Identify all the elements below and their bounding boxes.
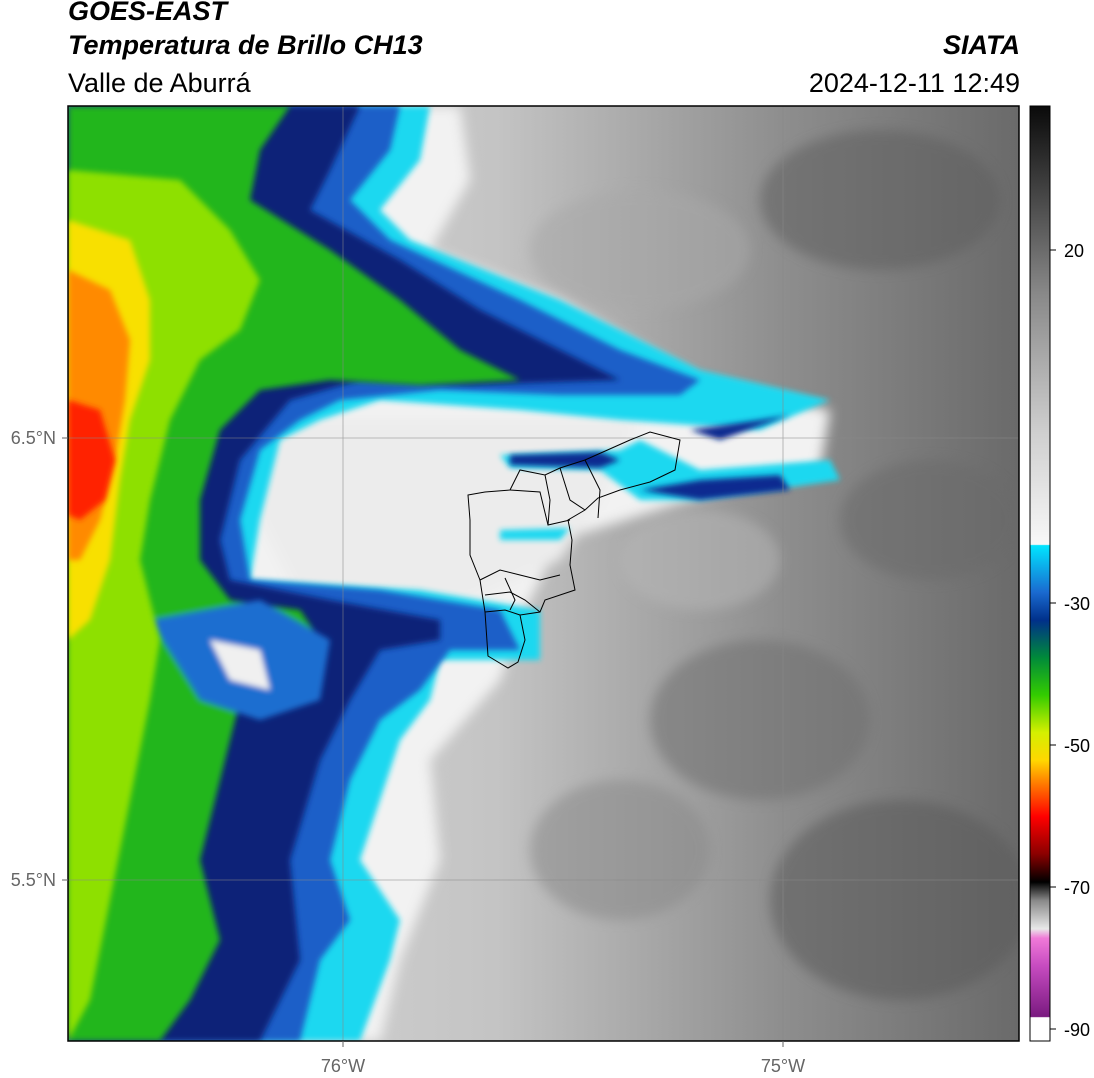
colorbar-tick-label: -90 (1064, 1020, 1090, 1040)
datetime-label: 2024-12-11 12:49 (808, 68, 1020, 98)
lon-tick-label: 76°W (321, 1056, 365, 1076)
colorbar-tick-label: -50 (1064, 736, 1090, 756)
satellite-title: GOES-EAST (68, 0, 228, 26)
colorbar-tick-label: 20 (1064, 241, 1084, 261)
lat-tick-label: 6.5°N (11, 428, 56, 448)
graticule (68, 106, 1019, 1041)
lon-tick-label: 75°W (761, 1056, 805, 1076)
product-title: Temperatura de Brillo CH13 (68, 30, 423, 60)
map-frame (67, 105, 1020, 1042)
lat-tick-label: 5.5°N (11, 870, 56, 890)
municipality-boundaries (467, 431, 681, 669)
brightness-temperature-field (68, 106, 1019, 1041)
agency-label: SIATA (943, 30, 1020, 60)
colorbar-tick-label: -70 (1064, 878, 1090, 898)
region-subtitle: Valle de Aburrá (68, 68, 251, 98)
colorbar-tick-label: -30 (1064, 594, 1090, 614)
colorbar: 20 -30 -50 -70 -90 (1029, 105, 1090, 1042)
